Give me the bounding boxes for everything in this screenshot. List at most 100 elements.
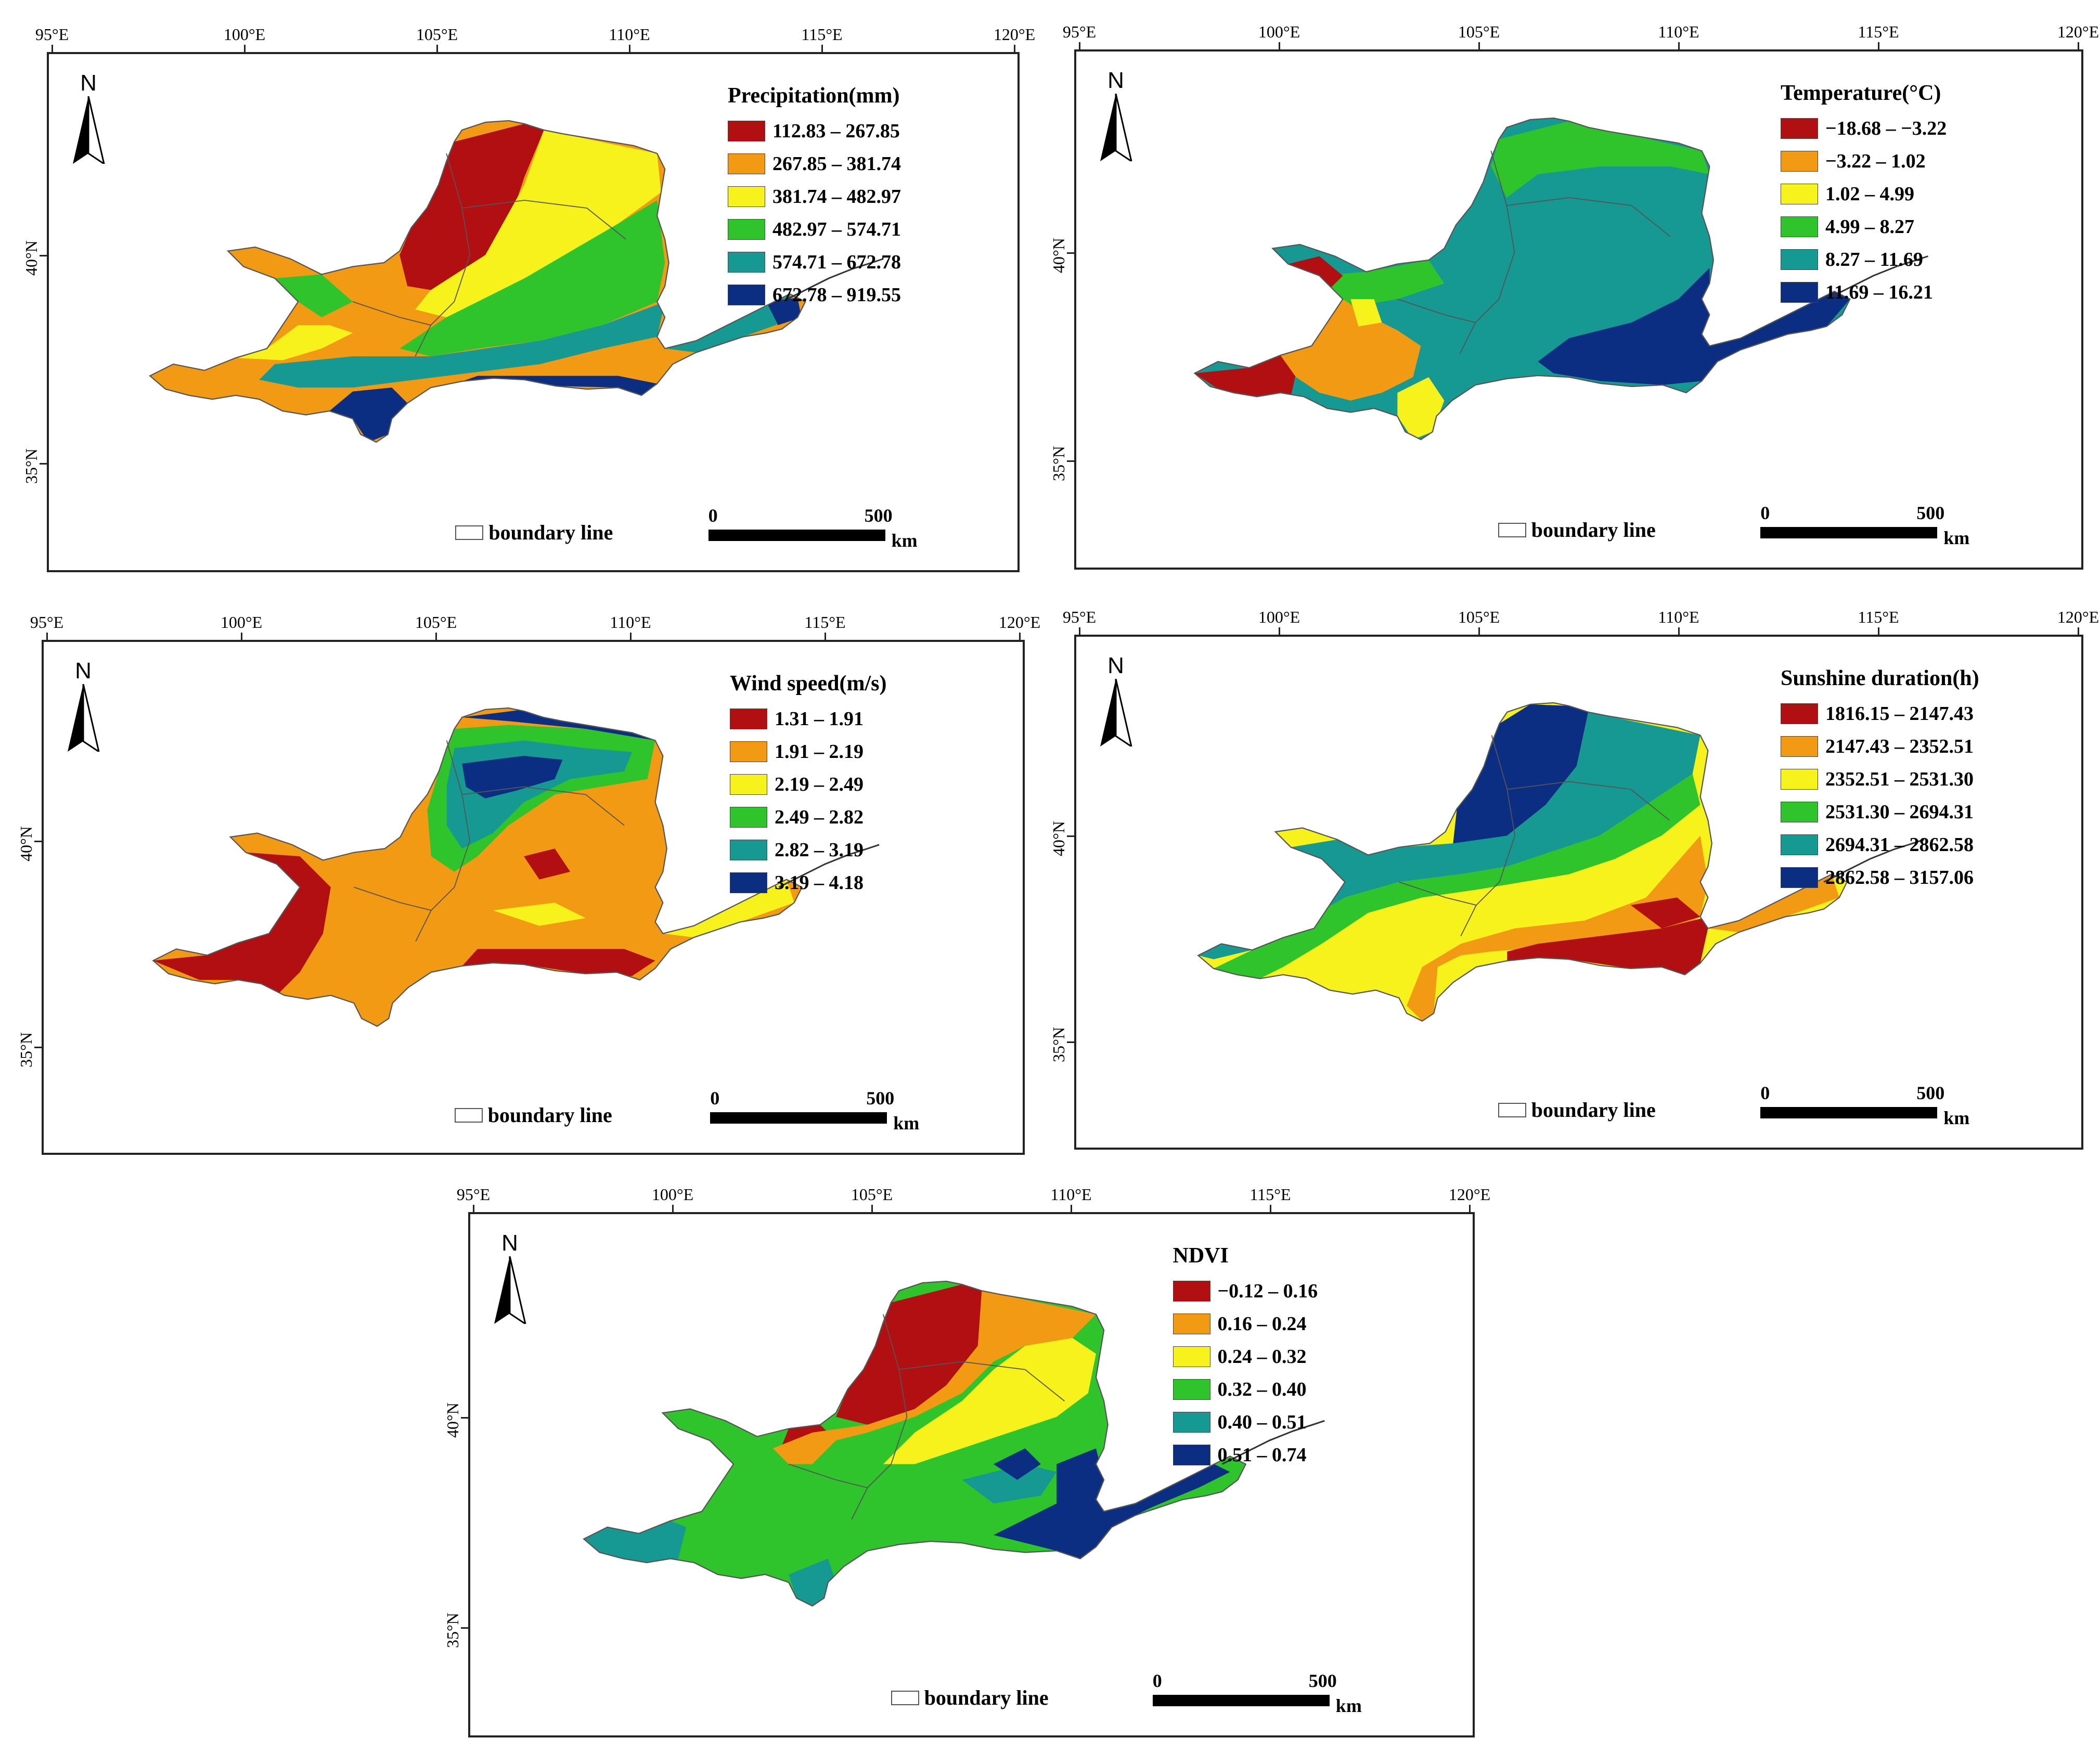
- scale-end-label: 500: [1916, 503, 1945, 523]
- latitude-label: 35°N: [17, 1032, 35, 1068]
- boundary-legend: boundary line: [1498, 1098, 1656, 1122]
- legend-item: 0.40 – 0.51: [1173, 1411, 1307, 1434]
- legend-label: 112.83 – 267.85: [772, 120, 900, 142]
- province-boundary: [1397, 150, 1671, 354]
- boundary-label: boundary line: [1531, 1098, 1656, 1122]
- estuary-line: [1826, 255, 1928, 300]
- legend-swatch: [1781, 802, 1818, 822]
- boundary-swatch: [1498, 1102, 1526, 1117]
- longitude-label: 115°E: [804, 613, 846, 632]
- latitude-tick: [1067, 460, 1074, 462]
- longitude-label: 100°E: [220, 613, 263, 632]
- legend-item: 2531.30 – 2694.31: [1781, 801, 1974, 823]
- longitude-label: 120°E: [2057, 608, 2099, 626]
- legend-item: 2352.51 – 2531.30: [1781, 768, 1974, 791]
- basin-outline: [152, 707, 803, 1027]
- class-region: [462, 709, 655, 799]
- class-region: [153, 848, 655, 996]
- longitude-label: 115°E: [1858, 22, 1899, 41]
- basin-outline: [583, 1281, 1247, 1607]
- longitude-label: 105°E: [416, 25, 458, 44]
- legend-label: 2531.30 – 2694.31: [1825, 801, 1974, 823]
- latitude-tick: [40, 255, 47, 256]
- basin-outline: [1197, 702, 1848, 1022]
- legend-title: Temperature(°C): [1781, 81, 1941, 105]
- boundary-label: boundary line: [924, 1686, 1049, 1709]
- boundary-swatch: [455, 525, 484, 540]
- longitude-label: 105°E: [415, 613, 457, 632]
- north-arrow-icon: [494, 1256, 527, 1326]
- north-arrow: N: [70, 70, 107, 166]
- scale-end-label: 500: [864, 505, 893, 526]
- legend-swatch: [1781, 736, 1818, 757]
- latitude-label: 40°N: [1049, 821, 1068, 857]
- scale-unit-label: km: [1335, 1695, 1362, 1716]
- longitude-label: 95°E: [1062, 608, 1097, 626]
- latitude-label: 40°N: [22, 240, 41, 276]
- class-region: [780, 1284, 1002, 1457]
- legend-item: 11.69 – 16.21: [1781, 281, 1933, 304]
- legend-item: 2862.58 – 3157.06: [1781, 866, 1974, 889]
- estuary-line: [1823, 839, 1925, 883]
- longitude-tick: [2078, 627, 2079, 635]
- latitude-tick: [1067, 1041, 1074, 1044]
- north-arrow: N: [1098, 68, 1134, 164]
- legend-swatch: [1173, 1314, 1210, 1334]
- latitude-label: 35°N: [443, 1612, 462, 1648]
- legend-title: Sunshine duration(h): [1781, 666, 1979, 690]
- class-region: [236, 130, 661, 360]
- legend-item: 267.85 – 381.74: [728, 152, 901, 175]
- legend-item: 1.02 – 4.99: [1781, 183, 1914, 205]
- longitude-label: 100°E: [223, 25, 266, 44]
- legend-title: Precipitation(mm): [728, 84, 900, 108]
- legend-swatch: [1781, 703, 1818, 724]
- basin-map: [1197, 702, 1925, 1022]
- scale-end-label: 500: [1916, 1083, 1945, 1103]
- legend-item: 8.27 – 11.69: [1781, 248, 1923, 271]
- class-region: [1280, 299, 1421, 401]
- estuary-line: [1221, 1420, 1325, 1465]
- class-region: [1214, 774, 1700, 978]
- legend-swatch: [730, 741, 767, 762]
- legend-label: 0.24 – 0.32: [1217, 1346, 1307, 1368]
- latitude-tick: [40, 463, 47, 465]
- legend-label: 1816.15 – 2147.43: [1825, 703, 1974, 725]
- class-region: [584, 1464, 1057, 1606]
- legend-swatch: [1781, 151, 1818, 172]
- estuary-line: [778, 844, 880, 888]
- legend-swatch: [728, 153, 765, 174]
- longitude-tick: [1079, 627, 1080, 635]
- longitude-label: 95°E: [456, 1185, 491, 1204]
- longitude-label: 110°E: [1050, 1185, 1092, 1204]
- legend-swatch: [1781, 249, 1818, 270]
- basin-map: [1193, 117, 1928, 441]
- scale-unit-label: km: [893, 1113, 920, 1134]
- legend-swatch: [728, 186, 765, 207]
- longitude-tick: [51, 45, 53, 52]
- legend-item: 2694.31 – 2862.58: [1781, 833, 1974, 856]
- legend-item: 0.24 – 0.32: [1173, 1345, 1307, 1368]
- legend-swatch: [730, 872, 767, 893]
- longitude-label: 100°E: [1258, 608, 1300, 626]
- legend-item: 672.78 – 919.55: [728, 284, 901, 306]
- legend-label: 2352.51 – 2531.30: [1825, 768, 1974, 790]
- legend-item: 1.91 – 2.19: [730, 740, 864, 763]
- legend-swatch: [1781, 184, 1818, 204]
- longitude-tick: [871, 1205, 873, 1212]
- boundary-label: boundary line: [488, 521, 613, 544]
- scale-start-label: 0: [1760, 503, 1770, 523]
- scale-bar-line: [708, 530, 885, 541]
- legend-label: 0.16 – 0.24: [1217, 1313, 1307, 1335]
- legend-label: 2.82 – 3.19: [775, 839, 864, 861]
- latitude-label: 35°N: [1049, 1027, 1068, 1063]
- legend-item: 0.51 – 0.74: [1173, 1444, 1307, 1466]
- legend-swatch: [728, 219, 765, 240]
- legend-swatch: [730, 807, 767, 828]
- legend-item: 381.74 – 482.97: [728, 185, 901, 208]
- legend-swatch: [728, 285, 765, 305]
- scale-end-label: 500: [1308, 1670, 1337, 1691]
- scale-start-label: 0: [710, 1088, 720, 1109]
- legend-swatch: [1781, 118, 1818, 139]
- legend-label: 3.19 – 4.18: [775, 872, 864, 894]
- north-arrow: N: [492, 1230, 528, 1327]
